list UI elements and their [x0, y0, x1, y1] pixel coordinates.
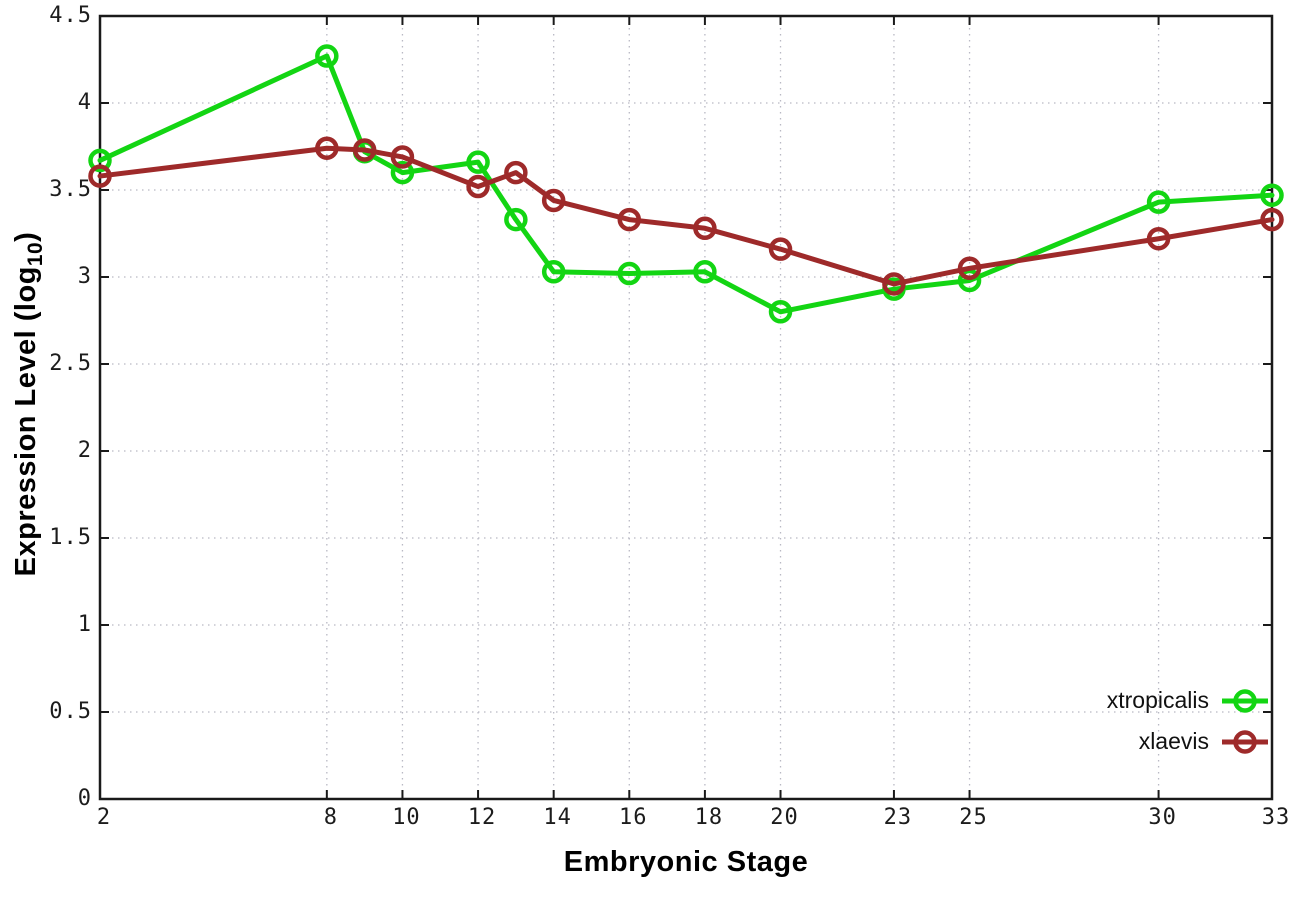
- data-point-xtropicalis-stage-20: [768, 300, 793, 324]
- axis-ticks: [99, 15, 1273, 800]
- x-tick-label-10: 10: [392, 805, 421, 830]
- legend-label-xlaevis: xlaevis: [1138, 728, 1209, 754]
- series-xlaevis-line: [97, 145, 1275, 287]
- x-tick-label-20: 20: [770, 805, 799, 830]
- data-point-xtropicalis-stage-14: [541, 260, 566, 284]
- legend-item-xtropicalis: xtropicalis: [1107, 680, 1270, 721]
- x-tick-label-30: 30: [1148, 805, 1177, 830]
- legend-label-xtropicalis: xtropicalis: [1106, 687, 1209, 713]
- y-tick-label-3: 3: [77, 264, 92, 289]
- y-axis-title: Expression Level (log10): [10, 4, 47, 804]
- y-tick-label-4.5: 4.5: [49, 3, 92, 28]
- y-tick-label-3.5: 3.5: [49, 177, 92, 202]
- legend-item-xlaevis: xlaevis: [1107, 721, 1270, 762]
- data-point-xtropicalis-stage-10: [390, 160, 415, 185]
- data-point-xtropicalis-stage-13: [504, 207, 528, 232]
- x-tick-label-25: 25: [959, 805, 988, 830]
- series-xtropicalis-line: [97, 53, 1275, 315]
- data-point-xlaevis-stage-12: [466, 174, 490, 199]
- y-tick-label-1: 1: [77, 612, 92, 637]
- legend-sample-xtropicalis-icon: [1222, 688, 1268, 713]
- y-tick-label-0.5: 0.5: [49, 699, 92, 724]
- legend-marker-xtropicalis: [1233, 688, 1257, 713]
- data-point-xlaevis-stage-20: [768, 237, 793, 261]
- data-point-xlaevis-stage-2: [88, 164, 112, 188]
- y-tick-label-1.5: 1.5: [49, 525, 92, 550]
- data-point-xlaevis-stage-10: [390, 145, 415, 169]
- y-tick-label-2.5: 2.5: [49, 351, 92, 376]
- x-tick-label-12: 12: [467, 805, 497, 830]
- legend: xtropicalis xlaevis: [1107, 680, 1270, 762]
- x-tick-label-18: 18: [694, 805, 724, 830]
- y-tick-label-2: 2: [77, 438, 92, 463]
- x-tick-label-33: 33: [1261, 805, 1291, 830]
- data-point-xtropicalis-stage-12: [466, 150, 490, 174]
- x-tick-label-14: 14: [543, 805, 572, 830]
- legend-marker-xlaevis: [1233, 729, 1257, 754]
- x-tick-label-8: 8: [323, 805, 338, 830]
- x-tick-label-23: 23: [883, 805, 913, 830]
- data-point-xlaevis-stage-23: [882, 272, 906, 296]
- data-point-xlaevis-stage-14: [541, 188, 566, 213]
- data-point-xtropicalis-stage-2: [88, 148, 112, 173]
- data-point-xlaevis-stage-16: [617, 207, 642, 232]
- data-point-xlaevis-stage-18: [693, 216, 717, 241]
- x-tick-label-16: 16: [619, 805, 648, 830]
- y-tick-label-0: 0: [77, 786, 92, 811]
- y-tick-label-4: 4: [77, 90, 92, 115]
- x-axis-title: Embryonic Stage: [563, 846, 809, 878]
- y-axis-title-subscript: 10: [23, 241, 47, 267]
- data-point-xlaevis-stage-13: [504, 160, 528, 185]
- plot-border: [98, 14, 1274, 801]
- data-point-xtropicalis-stage-16: [617, 261, 642, 286]
- legend-sample-xlaevis-icon: [1222, 729, 1268, 754]
- data-point-xtropicalis-stage-30: [1146, 190, 1171, 214]
- data-point-xtropicalis-stage-8: [315, 44, 339, 68]
- data-point-xlaevis-stage-30: [1146, 226, 1171, 251]
- x-tick-label-2: 2: [96, 805, 112, 830]
- data-point-xlaevis-stage-33: [1260, 207, 1284, 232]
- y-axis-title-close: ): [10, 231, 42, 242]
- series-xlaevis: [88, 136, 1284, 296]
- data-point-xtropicalis-stage-25: [957, 268, 982, 293]
- data-point-xlaevis-stage-8: [315, 136, 339, 160]
- data-point-xtropicalis-stage-33: [1260, 183, 1284, 207]
- grid-lines: [99, 15, 1273, 800]
- series-xtropicalis: [88, 44, 1284, 324]
- data-point-xtropicalis-stage-18: [693, 260, 717, 284]
- data-point-xlaevis-stage-25: [957, 256, 982, 281]
- data-point-xlaevis-stage-9: [352, 138, 377, 162]
- y-axis-title-text: Expression Level (log: [10, 266, 42, 577]
